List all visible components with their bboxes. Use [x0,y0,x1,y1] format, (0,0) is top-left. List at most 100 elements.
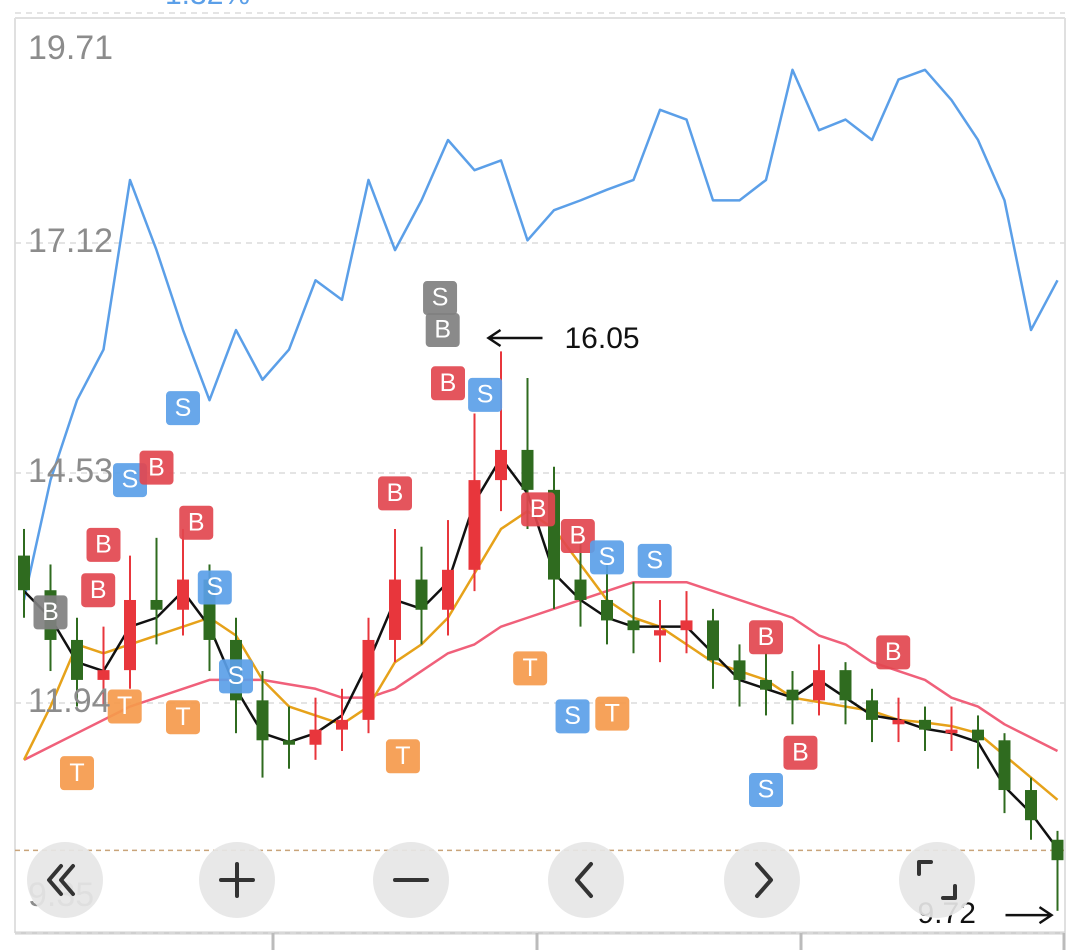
candle-body [680,620,693,631]
candle-body [707,620,719,661]
signal-label: S [599,543,616,571]
signal-label: S [175,394,192,422]
signal-marker [113,463,147,498]
candle-body [256,700,269,741]
candle-body [362,639,375,720]
signal-marker [513,651,548,686]
candle-body [760,679,772,690]
signal-marker [219,659,253,694]
candle-body [972,729,984,741]
signal-label: S [206,573,223,601]
signal-label: B [885,638,902,666]
candle-body [733,660,746,680]
signal-marker [81,573,116,608]
signal-marker [197,570,232,605]
line-series [22,68,1059,601]
scroll-left-button[interactable] [548,842,624,918]
candle-body [442,569,454,610]
candle-body [601,599,613,621]
candle-body [18,555,30,591]
signal-label: T [523,654,538,682]
signal-label: B [90,576,107,604]
candle-body [998,740,1011,791]
signal-label: T [117,692,132,720]
candle-body [839,670,852,701]
candle-body [786,689,799,701]
annotation-arrow [1005,906,1054,925]
candle-body [71,639,83,680]
annotation-label: 16.05 [565,322,640,355]
signal-marker [107,689,142,724]
signal-marker [637,543,672,578]
signal-marker [560,519,595,554]
scroll-right-button[interactable] [724,842,800,918]
zoom-in-button[interactable] [199,842,275,918]
signal-label: B [440,369,457,397]
signal-label: S [564,702,581,730]
zoom-reset-button[interactable] [27,842,103,918]
y-tick-label: 19.71 [28,29,113,67]
signal-marker [385,739,420,774]
candle-body [574,579,587,600]
y-tick-label: 14.53 [28,452,113,490]
y-tick-label: 11.94 [28,682,111,720]
grid [15,12,1065,934]
line-series [23,456,1059,850]
signal-label: B [188,508,205,536]
candle-body [389,579,401,640]
candle-body [945,729,958,734]
signal-marker [425,313,460,348]
toolbar [27,842,975,918]
fullscreen-button[interactable] [899,842,975,918]
signal-label: B [530,495,547,523]
candle-body [336,719,348,730]
candle-body [495,449,507,481]
zoom-out-button[interactable] [373,842,449,918]
signal-marker [468,377,503,412]
signal-marker [590,540,624,575]
candle-body [919,719,931,730]
signal-marker [33,595,68,630]
signal-label: B [758,623,775,651]
candle-body [521,449,534,490]
signal-label: T [175,703,190,731]
candle-body [1025,790,1037,821]
candles [18,351,1064,911]
signal-label: B [570,522,587,550]
signal-marker [60,756,94,791]
x-axis-ticks [271,933,1066,950]
signal-marker [783,735,818,770]
signal-marker [166,700,200,735]
signal-label: B [792,738,809,766]
signal-label: S [477,380,494,408]
signal-marker [139,450,174,485]
candle-body [866,700,878,720]
signal-label: S [432,284,449,312]
y-tick-label: 17.12 [28,222,113,260]
candle-body [1051,839,1064,861]
signal-label: T [395,742,410,770]
candle-body [283,740,295,745]
signal-label: B [434,316,451,344]
signal-marker [749,620,783,655]
signal-marker [179,505,214,540]
signal-label: S [122,466,139,494]
change-label: 1.32% [165,0,250,11]
signal-marker [431,366,465,401]
candle-body [654,630,666,636]
signal-label: B [387,479,404,507]
candle-body [892,719,905,725]
candle-body [415,579,428,610]
candle-body [813,670,825,701]
signal-marker [86,527,121,562]
candle-body [468,480,481,570]
signal-label: T [605,699,620,727]
signal-marker [555,699,590,734]
candle-body [150,599,163,610]
signal-label: B [95,531,112,559]
